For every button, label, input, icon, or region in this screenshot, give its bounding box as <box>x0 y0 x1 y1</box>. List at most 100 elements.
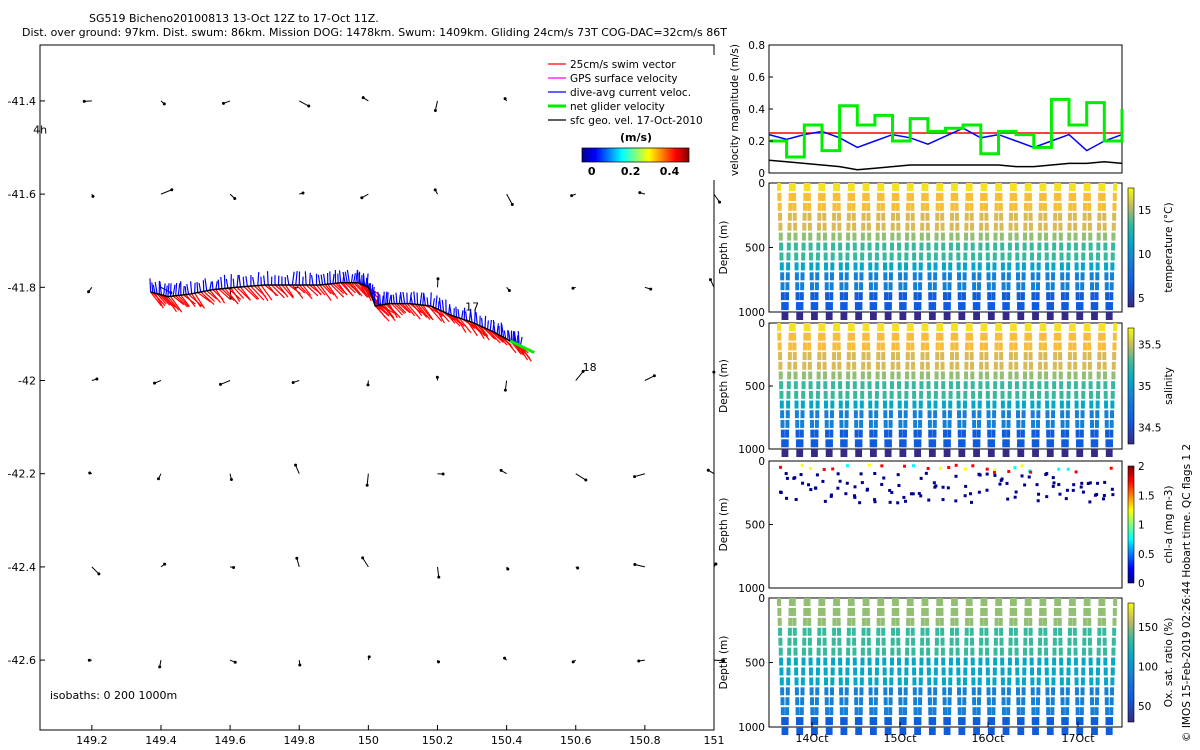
profile-point <box>905 352 910 361</box>
profile-point <box>984 222 989 231</box>
profile-point <box>854 302 859 311</box>
current-vector <box>304 271 307 286</box>
profile-point <box>873 292 878 301</box>
profile-point <box>1090 419 1095 428</box>
profile-point <box>949 222 954 231</box>
profile-point <box>961 717 966 726</box>
profile-point <box>1016 429 1021 438</box>
swim-vector <box>200 291 215 305</box>
colorbar-tick-label: 100 <box>1138 661 1158 673</box>
profile-point <box>975 312 980 320</box>
profile-point <box>964 232 969 241</box>
profile-point <box>1073 232 1078 241</box>
profile-point <box>978 647 983 656</box>
profile-point <box>875 637 880 646</box>
current-vector <box>182 285 185 295</box>
profile-point <box>983 323 988 331</box>
profile-point <box>1045 677 1050 686</box>
profile-point <box>971 410 976 419</box>
profile-point <box>1057 192 1062 201</box>
profile-point <box>801 371 806 380</box>
profile-point <box>994 342 999 351</box>
profile-point <box>1027 183 1032 191</box>
geo-velocity-arrow-head <box>163 562 167 566</box>
profile-point <box>978 232 983 241</box>
profile-point <box>808 657 813 666</box>
profile-point <box>830 400 835 409</box>
current-vector <box>189 281 193 294</box>
profile-point <box>854 707 859 716</box>
profile-point <box>1053 202 1058 211</box>
profile-point <box>994 607 999 616</box>
profile-point <box>1000 677 1005 686</box>
profile-point <box>1066 667 1071 676</box>
profile-point <box>845 677 850 686</box>
profile-point <box>859 687 864 696</box>
profile-point <box>939 332 944 341</box>
profile-point <box>1005 727 1010 735</box>
velocity-series-line <box>769 97 1124 159</box>
profile-point <box>777 192 782 201</box>
profile-point <box>861 352 866 361</box>
colorbar-tick-label: 50 <box>1138 701 1151 713</box>
swim-vector <box>406 303 421 320</box>
profile-point <box>964 647 969 656</box>
map-x-tick-label: 150.6 <box>560 734 592 747</box>
profile-point <box>1081 242 1086 251</box>
profile-point <box>979 361 984 370</box>
profile-point <box>803 192 808 201</box>
profile-point <box>968 598 973 606</box>
profile-point <box>1039 192 1044 201</box>
profile-point <box>784 449 789 457</box>
profile-point <box>1112 212 1117 221</box>
profile-point <box>921 192 926 201</box>
profile-point <box>787 637 792 646</box>
profile-point <box>861 222 866 231</box>
chl-point <box>1102 494 1106 498</box>
profile-point <box>867 232 872 241</box>
profile-point <box>794 390 799 399</box>
profile-point <box>1086 332 1091 341</box>
profile-point <box>808 371 813 380</box>
profile-point <box>1060 282 1065 291</box>
profile-point <box>964 637 969 646</box>
depth-y-tick-label: 0 <box>758 318 765 330</box>
profile-point <box>795 707 800 716</box>
profile-point <box>1091 727 1096 735</box>
profile-point <box>961 439 966 448</box>
profile-point <box>1002 302 1007 311</box>
profile-point <box>869 449 874 457</box>
profile-point <box>977 687 982 696</box>
profile-point <box>1071 323 1076 331</box>
profile-point <box>980 183 985 191</box>
profile-point <box>985 667 990 676</box>
profile-point <box>898 687 903 696</box>
profile-point <box>1030 687 1035 696</box>
depth-y-tick-label: 500 <box>745 658 765 670</box>
profile-point <box>961 449 966 457</box>
profile-point <box>810 717 815 726</box>
profile-point <box>971 390 976 399</box>
profile-point <box>1082 212 1087 221</box>
profile-point <box>947 419 952 428</box>
profile-point <box>939 598 944 606</box>
chl-point <box>779 491 783 495</box>
profile-point <box>969 352 974 361</box>
profile-point <box>976 429 981 438</box>
velocity-y-tick-label: 0.2 <box>748 136 765 148</box>
profile-point <box>980 598 985 606</box>
profile-point <box>992 390 997 399</box>
profile-point <box>969 617 974 626</box>
profile-point <box>847 332 852 341</box>
profile-point <box>1105 449 1110 457</box>
depth-colorbar <box>1127 602 1135 723</box>
profile-point <box>828 717 833 726</box>
profile-point <box>831 242 836 251</box>
chl-point <box>1080 481 1084 485</box>
profile-point <box>1080 687 1085 696</box>
profile-point <box>840 439 845 448</box>
profile-point <box>880 202 885 211</box>
swim-vector <box>295 284 306 294</box>
profile-point <box>1111 381 1116 390</box>
profile-point <box>1044 371 1049 380</box>
